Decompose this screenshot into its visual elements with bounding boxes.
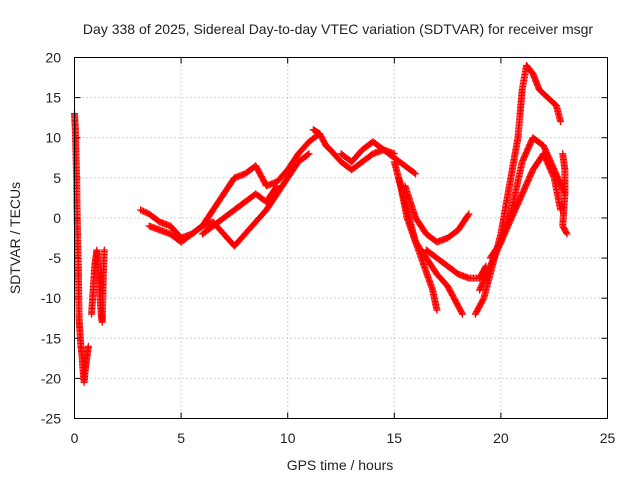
y-tick-label: -25: [41, 411, 61, 427]
data-point: [273, 182, 281, 190]
plot-frame: [74, 57, 608, 419]
x-axis-label: GPS time / hours: [287, 457, 394, 473]
data-point: [557, 118, 565, 126]
data-point: [272, 183, 280, 191]
data-points: [71, 62, 571, 386]
y-tick-label: 5: [53, 170, 61, 186]
data-point: [563, 230, 571, 238]
data-point: [458, 309, 466, 317]
x-tick-label: 20: [493, 430, 509, 446]
data-point: [390, 150, 398, 158]
data-point: [465, 210, 473, 218]
y-tick-label: 15: [45, 90, 61, 106]
x-tick-labels: 0 5 10 15 20 25: [71, 430, 616, 446]
x-tick-label: 10: [280, 430, 296, 446]
y-axis-label: SDTVAR / TECUs: [7, 182, 23, 294]
data-point: [464, 211, 472, 219]
data-point: [410, 169, 418, 177]
y-tick-label: -10: [41, 290, 61, 306]
x-tick-label: 25: [600, 430, 616, 446]
data-point: [459, 310, 467, 318]
y-tick-label: -15: [41, 330, 61, 346]
x-tick-label: 0: [71, 430, 79, 446]
y-tick-label: 20: [45, 50, 61, 66]
data-point: [304, 151, 312, 159]
y-tick-label: -20: [41, 370, 61, 386]
x-tick-label: 5: [177, 430, 185, 446]
data-point: [433, 306, 441, 314]
data-point: [305, 150, 313, 158]
axis-ticks: [74, 57, 608, 419]
y-tick-label: -5: [49, 250, 62, 266]
data-point: [562, 229, 570, 237]
y-tick-label: 10: [45, 130, 61, 146]
y-tick-labels: 20 15 10 5 0 -5 -10 -15 -20 -25: [41, 50, 61, 427]
grid-lines: [74, 57, 608, 419]
chart-title: Day 338 of 2025, Sidereal Day-to-day VTE…: [83, 21, 593, 37]
x-tick-label: 15: [387, 430, 403, 446]
data-point: [100, 246, 108, 254]
y-tick-label: 0: [53, 210, 61, 226]
data-point: [412, 170, 420, 178]
data-point: [84, 342, 92, 350]
